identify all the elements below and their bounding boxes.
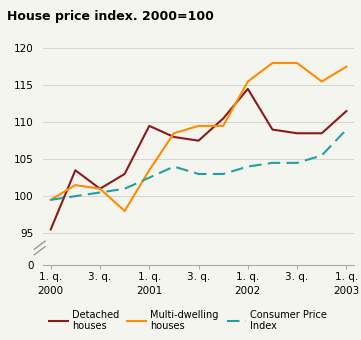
Detached
houses <box>98 187 102 191</box>
Consumer Price
Index <box>172 165 176 169</box>
Multi-dwelling
houses <box>295 61 299 65</box>
Line: Detached
houses: Detached houses <box>51 89 347 230</box>
Detached
houses <box>344 109 349 113</box>
Detached
houses <box>295 131 299 135</box>
Detached
houses <box>196 139 201 143</box>
Legend: Detached
houses, Multi-dwelling
houses, Consumer Price
Index: Detached houses, Multi-dwelling houses, … <box>45 306 331 335</box>
Text: 2000: 2000 <box>38 286 64 295</box>
Consumer Price
Index <box>246 165 250 169</box>
Text: 3. q.: 3. q. <box>187 272 210 282</box>
Multi-dwelling
houses <box>48 198 53 202</box>
Consumer Price
Index <box>221 172 225 176</box>
Multi-dwelling
houses <box>221 124 225 128</box>
Detached
houses <box>246 87 250 91</box>
Text: 1. q.: 1. q. <box>39 272 62 282</box>
Multi-dwelling
houses <box>122 209 127 213</box>
Multi-dwelling
houses <box>270 61 275 65</box>
Consumer Price
Index <box>48 198 53 202</box>
Multi-dwelling
houses <box>172 131 176 135</box>
Multi-dwelling
houses <box>344 65 349 69</box>
Consumer Price
Index <box>73 194 78 198</box>
Text: 2003: 2003 <box>333 286 360 295</box>
Text: 1. q.: 1. q. <box>335 272 358 282</box>
Multi-dwelling
houses <box>319 80 324 84</box>
Line: Multi-dwelling
houses: Multi-dwelling houses <box>51 63 347 211</box>
Detached
houses <box>73 168 78 172</box>
Multi-dwelling
houses <box>73 183 78 187</box>
Detached
houses <box>122 172 127 176</box>
Consumer Price
Index <box>295 161 299 165</box>
Multi-dwelling
houses <box>246 80 250 84</box>
Detached
houses <box>147 124 151 128</box>
Consumer Price
Index <box>122 187 127 191</box>
Consumer Price
Index <box>270 161 275 165</box>
Detached
houses <box>319 131 324 135</box>
Consumer Price
Index <box>196 172 201 176</box>
Text: 1. q.: 1. q. <box>138 272 161 282</box>
Consumer Price
Index <box>147 176 151 180</box>
Detached
houses <box>48 227 53 232</box>
Text: 2001: 2001 <box>136 286 162 295</box>
Consumer Price
Index <box>98 190 102 194</box>
Detached
houses <box>221 116 225 120</box>
Multi-dwelling
houses <box>98 187 102 191</box>
Text: 2002: 2002 <box>235 286 261 295</box>
Text: House price index. 2000=100: House price index. 2000=100 <box>7 10 214 23</box>
Text: 3. q.: 3. q. <box>88 272 112 282</box>
Text: 3. q.: 3. q. <box>286 272 309 282</box>
Text: 1. q.: 1. q. <box>236 272 260 282</box>
Detached
houses <box>270 128 275 132</box>
Detached
houses <box>172 135 176 139</box>
Consumer Price
Index <box>319 153 324 157</box>
Line: Consumer Price
Index: Consumer Price Index <box>51 130 347 200</box>
Multi-dwelling
houses <box>147 168 151 172</box>
Multi-dwelling
houses <box>196 124 201 128</box>
Consumer Price
Index <box>344 128 349 132</box>
